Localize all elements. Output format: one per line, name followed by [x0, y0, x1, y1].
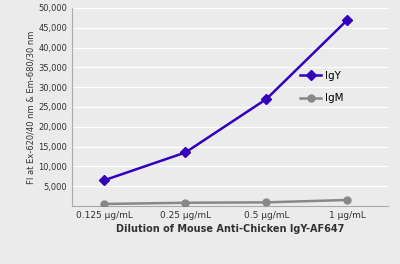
IgM	[102, 202, 107, 206]
Legend: IgY, IgM: IgY, IgM	[298, 69, 346, 105]
X-axis label: Dilution of Mouse Anti-Chicken IgY-AF647: Dilution of Mouse Anti-Chicken IgY-AF647	[116, 224, 344, 234]
IgY	[345, 18, 350, 21]
IgM	[345, 199, 350, 202]
Line: IgY: IgY	[101, 16, 351, 184]
IgM	[183, 201, 188, 204]
IgM	[264, 201, 269, 204]
Line: IgM: IgM	[101, 196, 351, 208]
IgY	[183, 151, 188, 154]
IgY	[264, 97, 269, 101]
Y-axis label: FI at Ex-620/40 nm & Em-680/30 nm: FI at Ex-620/40 nm & Em-680/30 nm	[26, 30, 35, 183]
IgY	[102, 178, 107, 182]
